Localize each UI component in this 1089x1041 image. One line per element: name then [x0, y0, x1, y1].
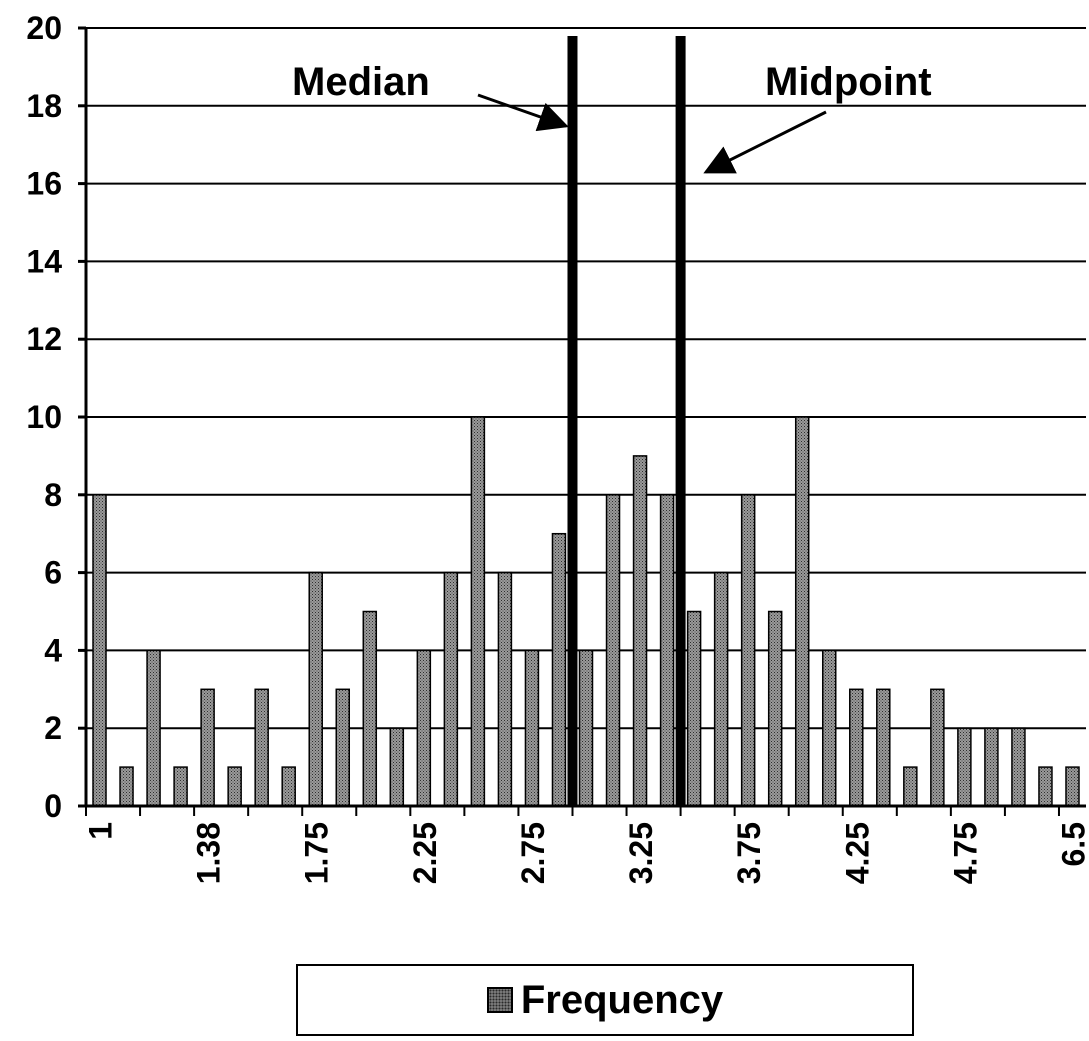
- histogram-bar: [659, 494, 675, 807]
- y-tick-label: 16: [26, 166, 62, 202]
- histogram-bar: [632, 455, 648, 807]
- x-tick-label: 1.75: [299, 822, 335, 884]
- annotation-arrow: [477, 93, 569, 132]
- bars: [92, 416, 1080, 807]
- histogram-bar: [227, 766, 242, 807]
- histogram-bar: [578, 649, 594, 807]
- histogram-bar: [686, 610, 702, 807]
- y-tick-label: 0: [44, 788, 62, 824]
- histogram-bar: [1065, 766, 1080, 807]
- axes: [78, 26, 1086, 816]
- histogram-bar: [821, 649, 837, 807]
- histogram-bar: [605, 494, 621, 807]
- x-tick-label: 2.25: [407, 822, 443, 884]
- annotations: Median Midpoint: [292, 36, 932, 806]
- reference-line: [567, 36, 578, 806]
- histogram-bar: [497, 571, 513, 807]
- gridlines: [86, 27, 1086, 807]
- histogram-bar: [740, 494, 756, 807]
- y-tick-label: 12: [26, 321, 62, 357]
- x-tick-label: 6.5: [1055, 822, 1089, 866]
- reference-line: [675, 36, 686, 806]
- legend-swatch: [486, 987, 513, 1013]
- histogram-bar: [984, 727, 999, 807]
- histogram-bar: [713, 571, 729, 807]
- x-tick-label-group: 1: [83, 822, 119, 840]
- histogram-bar: [1038, 766, 1053, 807]
- x-tick-label-group: 2.25: [407, 822, 443, 884]
- x-tick-label-group: 3.25: [623, 822, 659, 884]
- histogram-bar: [416, 649, 432, 807]
- histogram-bar: [470, 416, 486, 807]
- x-tick-label-group: 1.75: [299, 822, 335, 884]
- annotation-arrow: [703, 110, 827, 174]
- legend: Frequency: [296, 964, 914, 1036]
- y-tick-labels: 0 2 4 6 8 10 12 14 16 18 20: [26, 10, 62, 824]
- y-tick-label: 8: [44, 477, 62, 513]
- histogram-bar: [92, 494, 107, 807]
- x-tick-label: 1.38: [191, 822, 227, 884]
- x-tick-label-group: 3.75: [731, 822, 767, 884]
- y-tick-label: 10: [26, 399, 62, 435]
- histogram-bar: [362, 610, 378, 807]
- histogram-bar: [767, 610, 783, 807]
- histogram-bar: [957, 727, 972, 807]
- x-tick-label: 2.75: [515, 822, 551, 884]
- x-tick-label: 3.75: [731, 822, 767, 884]
- x-tick-label-group: 6.5: [1055, 822, 1089, 866]
- histogram-bar: [903, 766, 918, 807]
- histogram-bar: [794, 416, 810, 807]
- x-tick-label: 4.75: [947, 822, 983, 884]
- histogram-bar: [308, 571, 323, 807]
- y-tick-label: 2: [44, 710, 62, 746]
- x-tick-label: 4.25: [839, 822, 875, 884]
- histogram-bar: [524, 649, 540, 807]
- y-tick-label: 20: [26, 10, 62, 46]
- legend-label-frequency: Frequency: [520, 977, 724, 1022]
- y-tick-label: 6: [44, 555, 62, 591]
- x-tick-label-group: 4.75: [947, 822, 983, 884]
- x-tick-label: 3.25: [623, 822, 659, 884]
- x-tick-label-group: 2.75: [515, 822, 551, 884]
- histogram-bar: [443, 571, 459, 807]
- y-tick-label: 18: [26, 88, 62, 124]
- histogram-bar: [335, 688, 351, 807]
- y-tick-label: 4: [44, 632, 62, 668]
- histogram-bar: [551, 532, 567, 807]
- x-tick-label-group: 4.25: [839, 822, 875, 884]
- histogram-bar: [200, 688, 215, 807]
- histogram-bar: [119, 766, 134, 807]
- histogram-bar: [254, 688, 269, 807]
- histogram-bar: [930, 688, 945, 807]
- histogram-bar: [173, 766, 188, 807]
- annotation-label: Midpoint: [765, 60, 932, 104]
- y-tick-label: 14: [26, 243, 62, 279]
- x-tick-label: 1: [83, 822, 119, 840]
- histogram-bar: [1011, 727, 1026, 807]
- histogram-bar: [146, 649, 161, 807]
- histogram-bar: [389, 727, 405, 807]
- histogram-bar: [876, 688, 891, 807]
- annotation-label: Median: [292, 60, 430, 104]
- histogram-bar: [281, 766, 296, 807]
- x-tick-labels: 1 1.38 1.75 2.25 2.75 3.25 3.75 4.25 4.75 6.5: [83, 822, 1089, 884]
- histogram-bar: [849, 688, 864, 807]
- x-tick-label-group: 1.38: [191, 822, 227, 884]
